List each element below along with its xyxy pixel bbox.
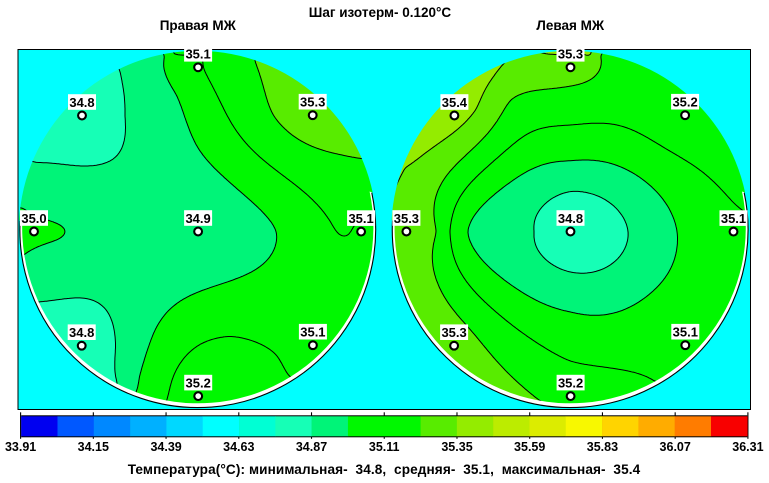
svg-text:Температура(°C): минимальная-: Температура(°C): минимальная- 34.8, сред… [128,462,641,477]
svg-text:35.83: 35.83 [587,440,618,454]
svg-text:35.2: 35.2 [672,95,697,110]
svg-text:Шаг изотерм- 0.120°C: Шаг изотерм- 0.120°C [309,5,452,20]
svg-text:33.91: 33.91 [5,440,36,454]
svg-text:34.8: 34.8 [69,95,94,110]
svg-text:35.2: 35.2 [558,376,583,391]
svg-text:34.8: 34.8 [558,211,583,226]
svg-text:Правая МЖ: Правая МЖ [160,18,237,33]
svg-text:35.0: 35.0 [21,211,46,226]
svg-text:35.1: 35.1 [185,47,210,62]
svg-text:35.1: 35.1 [348,211,373,226]
svg-text:34.87: 34.87 [296,440,327,454]
svg-text:35.3: 35.3 [441,325,466,340]
svg-text:35.1: 35.1 [721,211,746,226]
svg-text:35.11: 35.11 [369,440,400,454]
svg-text:36.31: 36.31 [732,440,763,454]
svg-text:35.1: 35.1 [673,325,698,340]
svg-text:34.8: 34.8 [69,325,94,340]
svg-text:35.59: 35.59 [514,440,545,454]
svg-text:35.3: 35.3 [300,95,325,110]
svg-text:35.35: 35.35 [441,440,472,454]
svg-text:35.2: 35.2 [186,376,211,391]
svg-text:34.9: 34.9 [185,211,210,226]
svg-text:Левая МЖ: Левая МЖ [536,18,604,33]
svg-text:34.39: 34.39 [150,440,181,454]
svg-text:35.3: 35.3 [558,47,583,62]
svg-text:35.3: 35.3 [394,211,419,226]
svg-text:35.1: 35.1 [300,325,325,340]
svg-text:34.63: 34.63 [223,440,254,454]
svg-text:36.07: 36.07 [660,440,691,454]
svg-text:35.4: 35.4 [442,95,468,110]
svg-text:34.15: 34.15 [78,440,109,454]
